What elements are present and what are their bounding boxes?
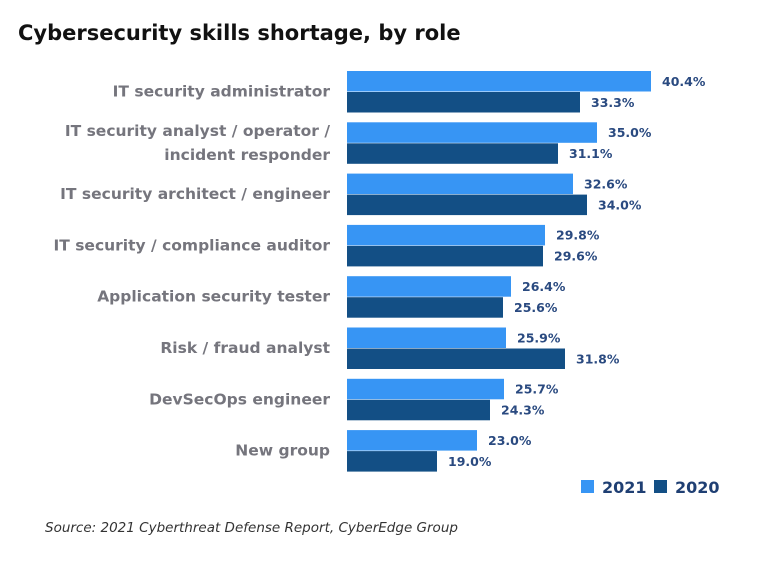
plot-area: IT security administrator 40.4% 33.3% IT se…: [53, 71, 706, 472]
legend-label-2020: 2020: [675, 478, 720, 497]
bar-2020: [347, 245, 543, 267]
bar-2021: [347, 327, 506, 348]
bar-2021: [347, 173, 573, 195]
data-label-2021: 29.8%: [556, 228, 600, 243]
bar-2021: [347, 378, 504, 400]
legend-label-2021: 2021: [602, 478, 647, 497]
data-label-2021: 25.9%: [517, 330, 561, 345]
data-label-2021: 23.0%: [488, 433, 532, 448]
bar-2020: [347, 451, 437, 472]
source-note: Source: 2021 Cyberthreat Defense Report,…: [45, 520, 458, 536]
category-label: Risk / fraud analyst: [160, 339, 330, 357]
data-label-2021: 40.4%: [662, 74, 706, 89]
bar-2020: [347, 194, 587, 216]
bar-2020: [347, 348, 565, 369]
data-label-2020: 24.3%: [501, 403, 545, 418]
bar-2020: [347, 399, 490, 421]
data-label-2021: 35.0%: [608, 125, 652, 140]
bar-2021: [347, 122, 597, 143]
category-label: Application security tester: [97, 288, 330, 306]
bar-2020: [347, 92, 580, 113]
category-label: IT security administrator: [113, 83, 331, 101]
chart-title: Cybersecurity skills shortage, by role: [18, 21, 461, 45]
legend: 2021 2020: [581, 478, 720, 497]
bar-2020: [347, 297, 503, 318]
category-label: IT security architect / engineer: [60, 185, 330, 203]
category-label: New group: [235, 442, 330, 460]
bar-2021: [347, 71, 651, 92]
data-label-2020: 31.1%: [569, 146, 613, 161]
data-label-2020: 33.3%: [591, 95, 635, 110]
data-label-2020: 25.6%: [514, 300, 558, 315]
category-label: IT security analyst / operator / incident…: [65, 122, 331, 164]
data-label-2021: 32.6%: [584, 176, 628, 191]
data-label-2020: 34.0%: [598, 197, 642, 212]
data-label-2021: 25.7%: [515, 382, 559, 397]
data-label-2020: 19.0%: [448, 454, 492, 469]
data-label-2020: 31.8%: [576, 351, 620, 366]
bar-2021: [347, 276, 511, 297]
legend-swatch-2021: [581, 480, 594, 493]
category-label: DevSecOps engineer: [149, 390, 330, 408]
bar-2020: [347, 143, 558, 164]
data-label-2020: 29.6%: [554, 249, 598, 264]
legend-swatch-2020: [654, 480, 667, 493]
bar-2021: [347, 224, 545, 246]
bar-2021: [347, 430, 477, 451]
category-label: IT security / compliance auditor: [53, 236, 330, 254]
data-label-2021: 26.4%: [522, 279, 566, 294]
